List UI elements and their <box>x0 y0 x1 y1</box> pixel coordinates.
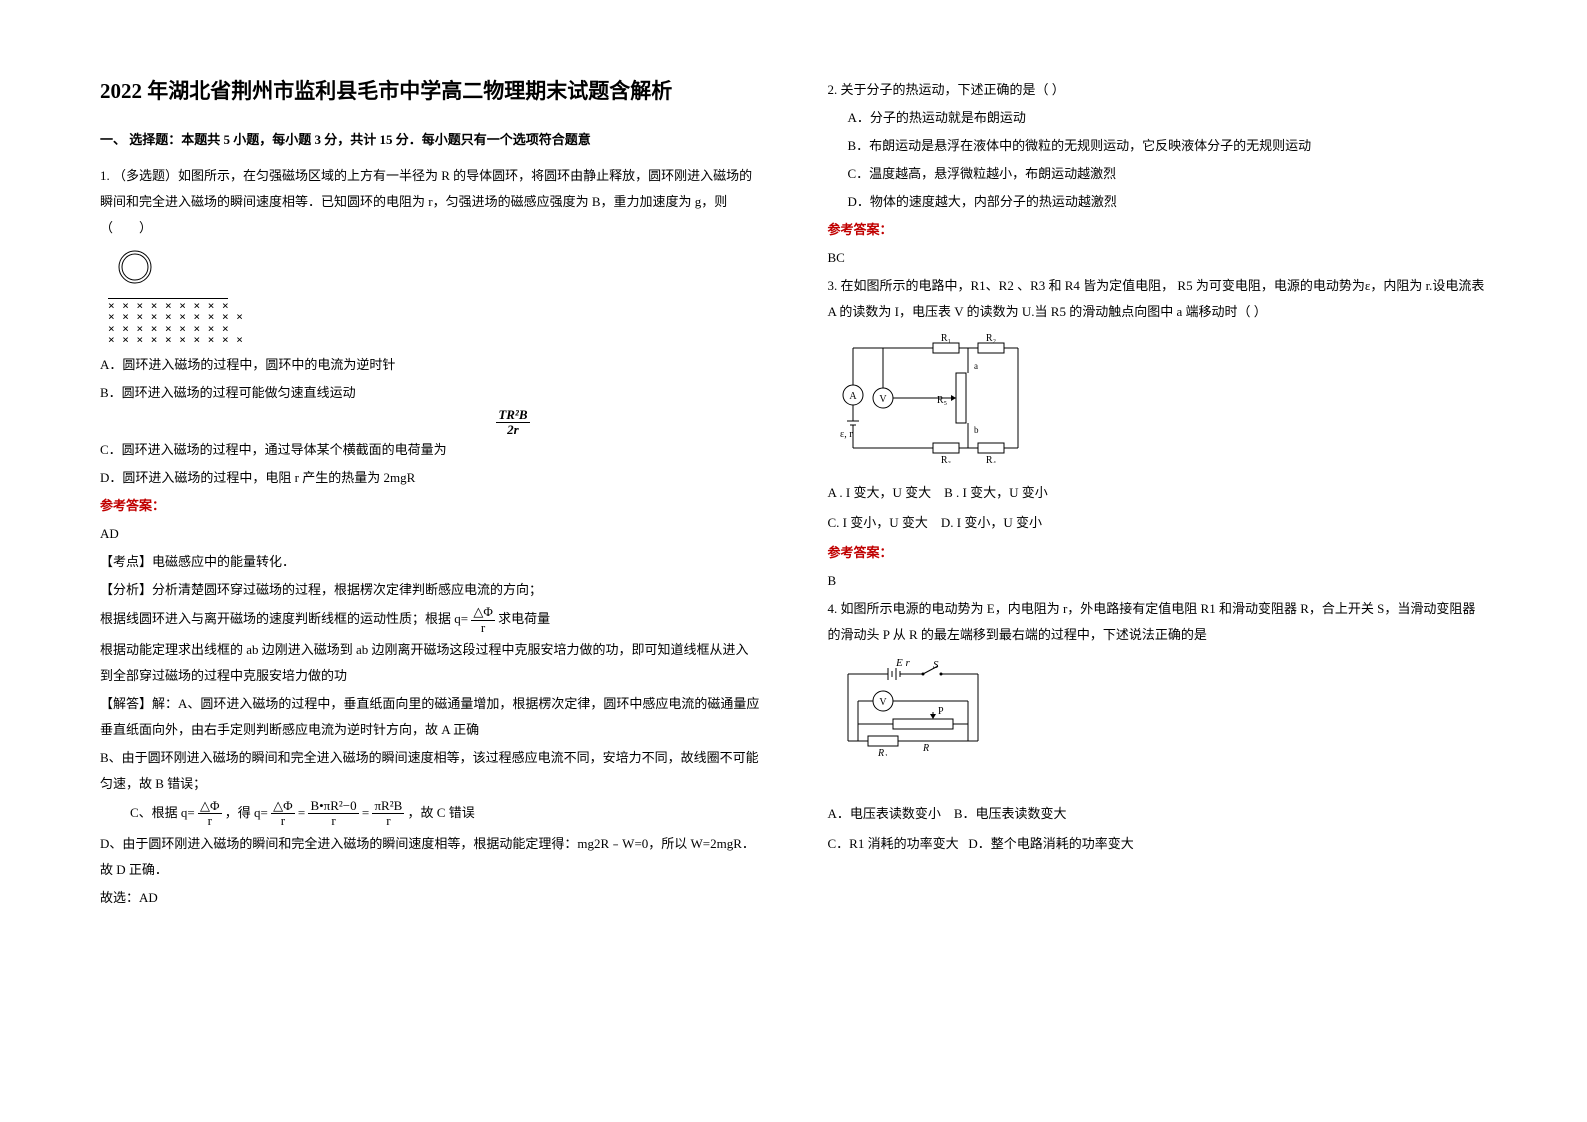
q1-kaodian: 【考点】电磁感应中的能量转化． <box>100 549 760 575</box>
q2-optB: B．布朗运动是悬浮在液体中的微粒的无规则运动，它反映液体分子的无规则运动 <box>848 133 1488 159</box>
q3-answer: B <box>828 568 1488 594</box>
q1-final: 故选：AD <box>100 885 760 911</box>
spacer <box>828 773 1488 797</box>
svg-text:ε, r: ε, r <box>840 429 853 440</box>
q2-answer-label: 参考答案： <box>828 217 1488 243</box>
circuit4-icon: E r S V <box>838 656 998 756</box>
svg-text:E r: E r <box>895 657 910 669</box>
left-column: 2022 年湖北省荆州市监利县毛市中学高二物理期末试题含解析 一、 选择题：本题… <box>100 75 760 1082</box>
q2-optC: C．温度越高，悬浮微粒越小，布朗运动越激烈 <box>848 161 1488 187</box>
q1-fenxi-2: 根据线圆环进入与离开磁场的速度判断线框的运动性质；根据 q= △Φ r 求电荷量 <box>100 605 760 635</box>
q1-optD: D．圆环进入磁场的过程中，电阻 r 产生的热量为 2mgR <box>100 465 760 491</box>
q2-optA: A．分子的热运动就是布朗运动 <box>848 105 1488 131</box>
q1-jiedaB: B、由于圆环刚进入磁场的瞬间和完全进入磁场的瞬间速度相等，该过程感应电流不同，安… <box>100 745 760 797</box>
circuit-icon: R₁ R₂ A ε, r R₃ <box>838 333 1028 463</box>
svg-text:P: P <box>938 706 944 717</box>
right-column: 2. 关于分子的热运动，下述正确的是（ ） A．分子的热运动就是布朗运动 B．布… <box>828 75 1488 1082</box>
exam-page: 2022 年湖北省荆州市监利县毛市中学高二物理期末试题含解析 一、 选择题：本题… <box>0 0 1587 1122</box>
svg-text:R₁: R₁ <box>877 748 888 756</box>
svg-text:R₁: R₁ <box>940 333 950 344</box>
svg-text:b: b <box>974 425 979 435</box>
q1-diagram <box>110 247 760 296</box>
q3-stem: 3. 在如图所示的电路中，R1、R2 、R3 和 R4 皆为定值电阻， R5 为… <box>828 273 1488 325</box>
q3-circuit-diagram: R₁ R₂ A ε, r R₃ <box>838 333 1488 472</box>
svg-text:R₃: R₃ <box>940 455 950 463</box>
q1-optC-text: C．圆环进入磁场的过程中，通过导体某个横截面的电荷量为 <box>100 442 447 457</box>
section-heading: 一、 选择题：本题共 5 小题，每小题 3 分，共计 15 分．每小题只有一个选… <box>100 127 760 153</box>
q1-jiedaD: D、由于圆环刚进入磁场的瞬间和完全进入磁场的瞬间速度相等，根据动能定理得：mg2… <box>100 831 760 883</box>
field-region: × × × × × × × × × × × × × × × × × × × × … <box>108 300 760 346</box>
q4-optsAB: A．电压表读数变小 B．电压表读数变大 <box>828 801 1488 827</box>
svg-text:S: S <box>933 659 939 671</box>
q3-optsAB: A . I 变大，U 变大 B . I 变大，U 变小 <box>828 480 1488 506</box>
q1-jiedaA: 【解答】解：A、圆环进入磁场的过程中，垂直纸面向里的磁通量增加，根据楞次定律，圆… <box>100 691 760 743</box>
exam-title: 2022 年湖北省荆州市监利县毛市中学高二物理期末试题含解析 <box>100 75 760 109</box>
q1-jiedaC: C、根据 q= △Φr ，得 q= △Φr = B•πR²−0r = πR²Br… <box>130 799 760 829</box>
q1-answer-label: 参考答案： <box>100 493 760 519</box>
svg-text:R₂: R₂ <box>985 333 995 344</box>
q3-answer-label: 参考答案： <box>828 540 1488 566</box>
svg-text:a: a <box>974 361 978 371</box>
q4-circuit-diagram: E r S V <box>838 656 1488 765</box>
q4-stem: 4. 如图所示电源的电动势为 E，内电阻为 r，外电路接有定值电阻 R1 和滑动… <box>828 596 1488 648</box>
svg-text:R: R <box>922 743 929 754</box>
q1-optB: B．圆环进入磁场的过程可能做匀速直线运动 <box>100 380 760 406</box>
q1-fenxi-3: 根据动能定理求出线框的 ab 边刚进入磁场到 ab 边刚离开磁场这段过程中克服安… <box>100 637 760 689</box>
q1-optC: TR²B 2r C．圆环进入磁场的过程中，通过导体某个横截面的电荷量为 <box>100 408 760 464</box>
q1-fenxi-1: 【分析】分析清楚圆环穿过磁场的过程，根据楞次定律判断感应电流的方向； <box>100 577 760 603</box>
q4-optsCD: C．R1 消耗的功率变大 D．整个电路消耗的功率变大 <box>828 831 1488 857</box>
q1-answer: AD <box>100 521 760 547</box>
q1-optA: A．圆环进入磁场的过程中，圆环中的电流为逆时针 <box>100 352 760 378</box>
ring-icon <box>110 247 160 287</box>
q2-answer: BC <box>828 245 1488 271</box>
svg-text:A: A <box>849 391 857 402</box>
q2-optD: D．物体的速度越大，内部分子的热运动越激烈 <box>848 189 1488 215</box>
q2-stem: 2. 关于分子的热运动，下述正确的是（ ） <box>828 77 1488 103</box>
q1-stem: 1. （多选题）如图所示，在匀强磁场区域的上方有一半径为 R 的导体圆环，将圆环… <box>100 163 760 241</box>
q3-optsCD: C. I 变小，U 变大 D. I 变小，U 变小 <box>828 510 1488 536</box>
q1-optC-frac: TR²B 2r <box>496 408 529 438</box>
svg-text:R₄: R₄ <box>985 455 996 463</box>
svg-text:V: V <box>879 394 887 405</box>
svg-text:R₅: R₅ <box>936 395 946 406</box>
svg-text:V: V <box>879 697 887 708</box>
